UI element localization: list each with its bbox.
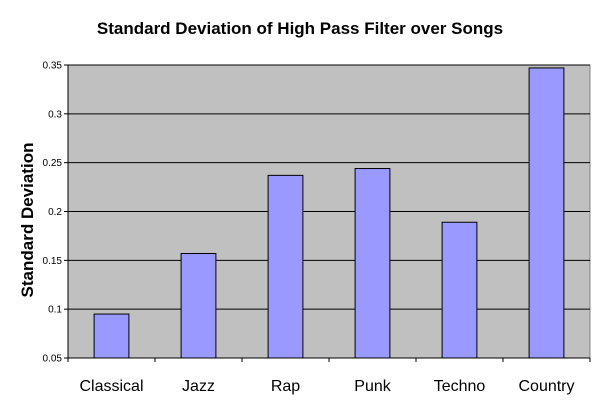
- x-tick-label: Country: [518, 378, 574, 395]
- x-tick-label: Jazz: [182, 378, 215, 395]
- x-tick-label: Rap: [271, 378, 300, 395]
- y-axis-label: Standard Deviation: [18, 143, 37, 298]
- bar-classical: [93, 313, 130, 359]
- bar-jazz: [180, 252, 217, 359]
- y-tick-label: 0.15: [43, 256, 63, 267]
- x-tick-label: Techno: [434, 378, 486, 395]
- y-axis-ticks: 0.05 0.1 0.15 0.2 0.25 0.3 0.35: [43, 61, 68, 365]
- bar-techno: [441, 221, 478, 359]
- y-tick-label: 0.05: [43, 354, 63, 365]
- y-tick-label: 0.35: [43, 61, 63, 72]
- y-tick-label: 0.1: [48, 305, 62, 316]
- y-tick-label: 0.2: [48, 207, 62, 218]
- bar-punk: [354, 168, 391, 359]
- x-tick-label: Classical: [79, 378, 143, 395]
- bar-rap: [267, 174, 304, 359]
- x-tick-label: Punk: [354, 378, 391, 395]
- bar-country: [528, 67, 565, 359]
- chart-title: Standard Deviation of High Pass Filter o…: [97, 19, 503, 38]
- gridlines: [68, 64, 590, 310]
- x-axis-ticks: Classical Jazz Rap Punk Techno Country: [67, 358, 591, 395]
- y-tick-label: 0.3: [48, 109, 62, 120]
- bars: [93, 67, 565, 359]
- y-tick-label: 0.25: [43, 158, 63, 169]
